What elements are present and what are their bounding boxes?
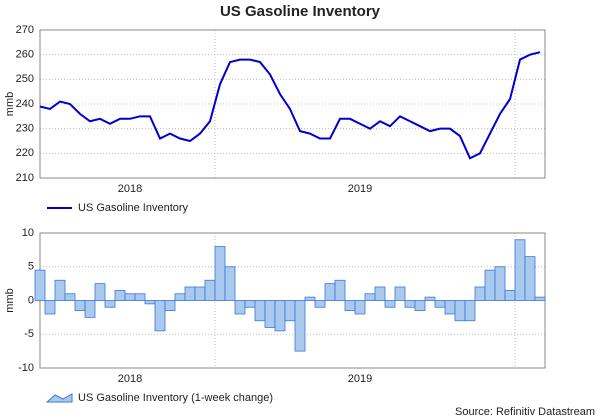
bar [254, 300, 266, 322]
bar [224, 266, 236, 301]
y-tick-label: 230 [16, 123, 34, 135]
bar [534, 296, 546, 301]
bar [234, 300, 246, 315]
bar [64, 293, 76, 301]
x-tick-label: 2019 [348, 183, 372, 195]
y-tick-label: 10 [22, 227, 34, 239]
plot-frame [39, 29, 546, 179]
bar [334, 279, 346, 301]
bar [204, 279, 216, 301]
bar [324, 283, 336, 301]
bar [394, 286, 406, 301]
source: Source: Refinitiv Datastream [455, 406, 595, 418]
bar [94, 283, 106, 301]
bar [174, 293, 186, 301]
bar [44, 300, 56, 315]
bar [164, 300, 176, 312]
bar [284, 300, 296, 322]
bar [104, 300, 116, 308]
y-tick-label: 260 [16, 49, 34, 61]
bar [454, 300, 466, 322]
line [39, 51, 541, 160]
bar [524, 256, 536, 301]
bar [184, 286, 196, 301]
bar [424, 296, 436, 301]
bar [434, 300, 446, 308]
bar [154, 300, 166, 332]
bar [474, 286, 486, 301]
y-tick-label: 220 [16, 147, 34, 159]
y-tick-label: 210 [16, 172, 34, 184]
y-tick-label: 240 [16, 98, 34, 110]
y-tick-label: 250 [16, 73, 34, 85]
legend-label: US Gasoline Inventory (1-week change) [78, 392, 273, 404]
y-axis-label: mmb [4, 92, 16, 116]
bar [374, 286, 386, 301]
y-tick-label: -10 [18, 362, 34, 374]
bar [414, 300, 426, 312]
y-tick-label: 270 [16, 24, 34, 36]
y-tick-label: -5 [24, 328, 34, 340]
bar [494, 266, 506, 301]
bar [404, 300, 416, 308]
bar [464, 300, 476, 322]
bar [194, 286, 206, 301]
bar [54, 279, 66, 301]
bar [484, 269, 496, 301]
bar [134, 293, 146, 301]
x-tick-label: 2018 [118, 183, 142, 195]
bar [144, 300, 156, 305]
bar [384, 300, 396, 308]
bar [354, 300, 366, 315]
bar [244, 300, 256, 308]
bar [344, 300, 356, 312]
legend-label: US Gasoline Inventory [78, 202, 189, 214]
bar [364, 293, 376, 301]
bar [304, 296, 316, 301]
x-tick-label: 2019 [348, 373, 372, 385]
bar [34, 269, 46, 301]
chart-title: US Gasoline Inventory [220, 3, 381, 20]
bar [294, 300, 306, 352]
bar [444, 300, 456, 315]
bar [314, 300, 326, 308]
bar [214, 246, 226, 301]
y-axis-label: mmb [4, 288, 16, 312]
bar [264, 300, 276, 328]
legend-swatch [45, 393, 73, 403]
bar [84, 300, 96, 318]
bar [504, 289, 516, 301]
x-tick-label: 2018 [118, 373, 142, 385]
bar [124, 293, 136, 301]
bar [274, 300, 286, 332]
bar [514, 239, 526, 301]
y-tick-label: 0 [28, 294, 34, 306]
y-tick-label: 5 [28, 261, 34, 273]
bar [74, 300, 86, 312]
bar [114, 289, 126, 301]
